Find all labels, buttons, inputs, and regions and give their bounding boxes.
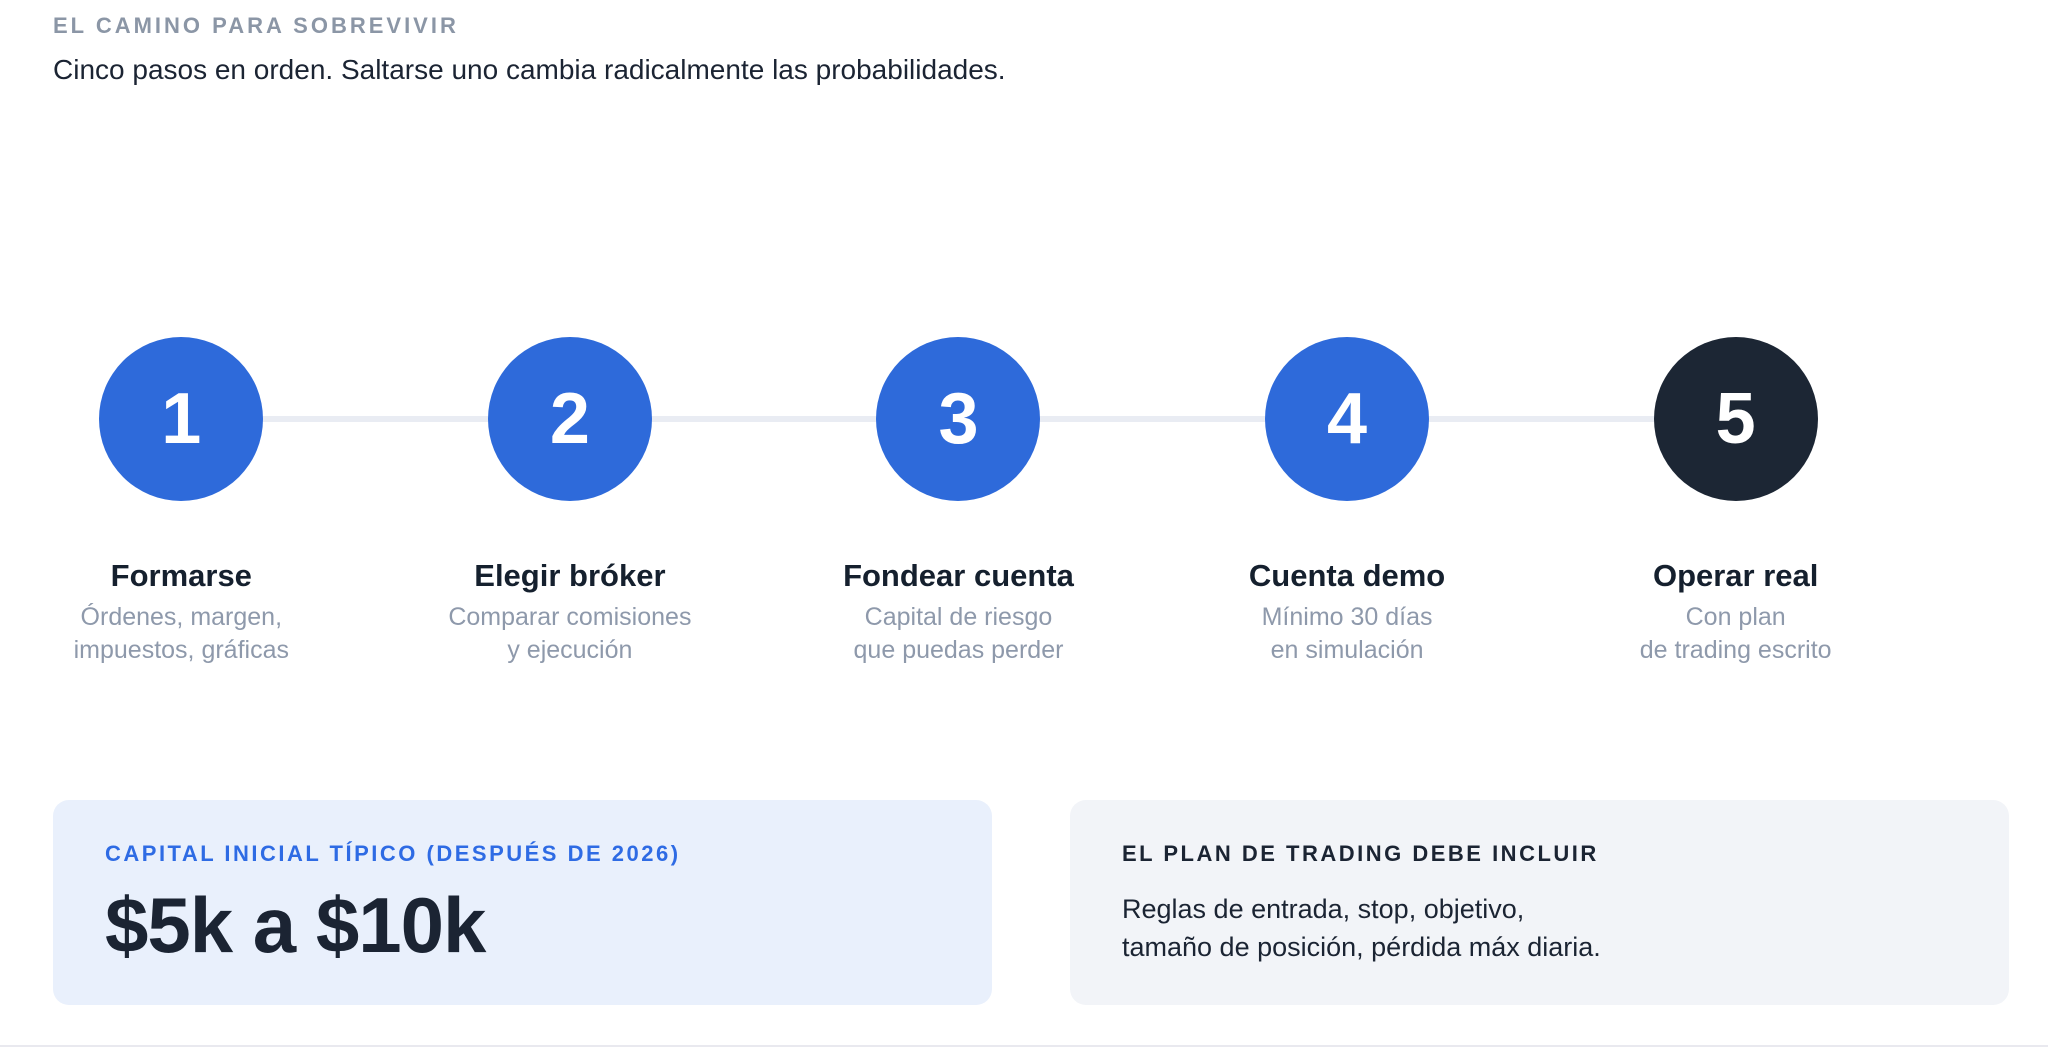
- step-5-desc-line-1: Con plan: [1685, 603, 1786, 631]
- step-elegir-broker: 2 Elegir bróker Comparar comisiones y ej…: [376, 337, 765, 667]
- step-3-desc-line-1: Capital de riesgo: [864, 603, 1053, 631]
- step-4-description: Mínimo 30 días en simulación: [1262, 601, 1433, 667]
- step-1-circle: 1: [99, 337, 264, 501]
- step-5-description: Con plan de trading escrito: [1640, 601, 1832, 667]
- section-subtitle: Cinco pasos en orden. Saltarse uno cambi…: [53, 54, 1006, 85]
- step-2-number: 2: [549, 379, 590, 459]
- plan-card: EL PLAN DE TRADING DEBE INCLUIR Reglas d…: [1070, 800, 2009, 1005]
- step-3-description: Capital de riesgo que puedas perder: [854, 601, 1064, 667]
- step-1-desc-line-2: impuestos, gráficas: [73, 636, 289, 664]
- step-4-desc-line-2: en simulación: [1270, 636, 1424, 664]
- capital-card: CAPITAL INICIAL TÍPICO (DESPUÉS DE 2026)…: [53, 800, 992, 1005]
- step-1-title: Formarse: [110, 558, 252, 593]
- step-2-circle: 2: [487, 337, 652, 501]
- step-3-desc-line-2: que puedas perder: [853, 636, 1064, 664]
- capital-card-value: $5k a $10k: [105, 881, 486, 969]
- step-3-circle: 3: [876, 337, 1041, 501]
- plan-card-body: Reglas de entrada, stop, objetivo, tamañ…: [1122, 890, 1957, 966]
- step-2-description: Comparar comisiones y ejecución: [448, 601, 691, 667]
- step-4-number: 4: [1327, 379, 1368, 459]
- step-cuenta-demo: 4 Cuenta demo Mínimo 30 días en simulaci…: [1153, 337, 1542, 667]
- plan-card-body-line-1: Reglas de entrada, stop, objetivo,: [1122, 894, 1525, 924]
- step-5-title: Operar real: [1652, 558, 1819, 593]
- step-fondear-cuenta: 3 Fondear cuenta Capital de riesgo que p…: [764, 337, 1153, 667]
- step-1-number: 1: [161, 379, 202, 459]
- step-2-desc-line-2: y ejecución: [507, 636, 633, 664]
- step-1-desc-line-1: Órdenes, margen,: [80, 603, 283, 631]
- step-5-desc-line-2: de trading escrito: [1639, 636, 1832, 664]
- steps-timeline: 1 Formarse Órdenes, margen, impuestos, g…: [0, 337, 1930, 667]
- bottom-divider-line: [0, 1045, 2048, 1047]
- step-2-title: Elegir bróker: [474, 558, 666, 593]
- section-eyebrow: EL CAMINO PARA SOBREVIVIR: [53, 13, 459, 38]
- step-5-number: 5: [1715, 379, 1756, 459]
- step-2-desc-line-1: Comparar comisiones: [448, 603, 692, 631]
- step-4-title: Cuenta demo: [1248, 558, 1446, 593]
- plan-card-label: EL PLAN DE TRADING DEBE INCLUIR: [1122, 841, 1599, 866]
- step-4-desc-line-1: Mínimo 30 días: [1261, 603, 1433, 631]
- step-formarse: 1 Formarse Órdenes, margen, impuestos, g…: [0, 337, 376, 667]
- step-operar-real: 5 Operar real Con plan de trading escrit…: [1541, 337, 1930, 667]
- step-3-title: Fondear cuenta: [843, 558, 1074, 593]
- bottom-cards-row: CAPITAL INICIAL TÍPICO (DESPUÉS DE 2026)…: [53, 800, 2009, 1005]
- plan-card-body-line-2: tamaño de posición, pérdida máx diaria.: [1122, 932, 1601, 962]
- step-5-circle: 5: [1653, 337, 1818, 501]
- step-1-description: Órdenes, margen, impuestos, gráficas: [74, 601, 289, 667]
- header: EL CAMINO PARA SOBREVIVIR Cinco pasos en…: [53, 12, 1006, 88]
- step-3-number: 3: [938, 379, 979, 459]
- step-4-circle: 4: [1265, 337, 1430, 501]
- capital-card-label: CAPITAL INICIAL TÍPICO (DESPUÉS DE 2026): [105, 841, 681, 866]
